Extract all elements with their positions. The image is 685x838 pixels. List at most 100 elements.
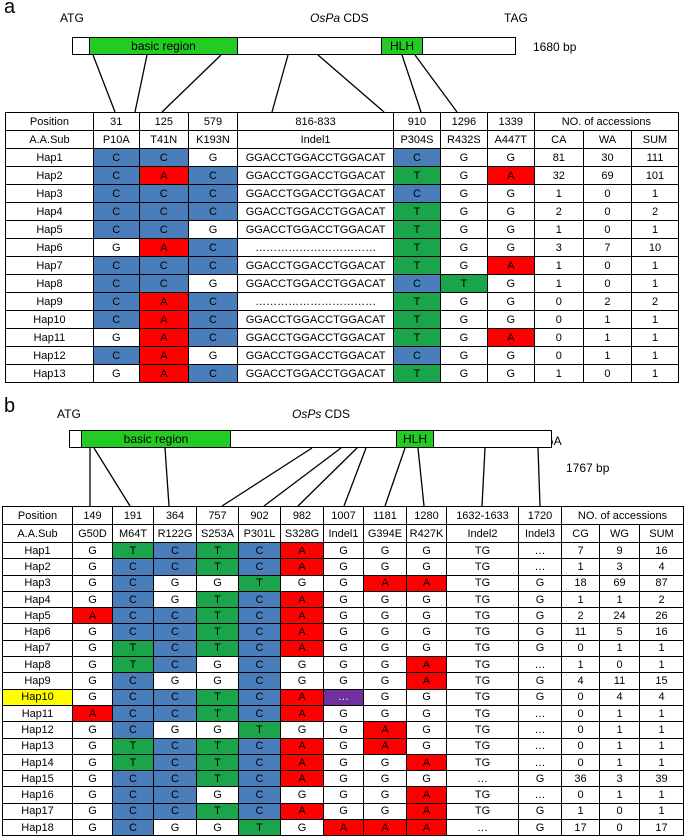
allele-cell: A [406,802,447,821]
allele-cell: C [112,819,154,837]
table-row: Hap8 C C G GGACCTGGACCTGGACAT C T G 1 0 1 [5,274,679,293]
position-cell: 1181 [363,506,407,525]
accession-count: 36 [561,770,600,788]
allele-cell: G [518,574,562,592]
allele-cell: G [323,753,364,772]
allele-cell: C [187,328,239,347]
accession-count: 1 [599,721,640,739]
allele-cell: A [486,166,535,185]
allele-cell: G [323,590,364,609]
accession-count: 1 [561,590,600,609]
haplotype-name: Hap14 [2,753,73,772]
allele-cell: C [153,558,197,576]
allele-cell: T [238,819,281,837]
accession-count: 1 [599,737,640,755]
allele-cell: C [138,184,189,203]
allele-cell: G [196,721,239,739]
allele-cell: … [518,753,562,772]
allele-cell: G [363,753,407,772]
allele-cell: G [72,819,113,837]
allele-cell: G [72,770,113,788]
table-row: Hap2 C A C GGACCTGGACCTGGACAT T G A 32 69 101 [5,166,679,185]
allele-cell: G [280,574,324,592]
position-cell: 1280 [406,506,447,525]
allele-cell: G [518,623,562,641]
accession-count: 1 [631,220,679,239]
accession-count: 87 [638,574,685,592]
allele-cell: C [153,786,197,804]
accession-count: 2 [533,202,584,221]
aa-sub-header: A.A.Sub [2,524,73,543]
accession-count: 1 [638,704,685,723]
table-row: Hap15 G C C T C A G G G… G 36 3 39 [2,770,685,788]
allele-cell: A [406,819,447,837]
gene-bar-b: basic region HLH [69,430,552,448]
table-row: Hap1 G T C T C A G G G TG… 7 9 16 [2,541,685,560]
position-cell: 191 [112,506,154,525]
allele-cell: T [393,310,441,329]
group-header: SUM [631,130,679,149]
allele-cell: G [323,623,364,641]
allele-cell: TG [446,802,519,821]
allele-cell: G [153,574,197,592]
aa-sub-cell: G394E [363,524,407,543]
table-row: Hap4 G C G T C A G G G TG G 1 1 2 [2,590,685,609]
allele-cell: G [518,607,562,625]
allele-cell: C [238,688,281,706]
accession-count: 69 [599,574,640,592]
allele-cell: TG [446,639,519,658]
allele-cell: … [518,704,562,723]
accession-count: 1 [638,753,685,772]
accession-count: 101 [631,166,679,185]
aa-sub-cell: G50D [72,524,113,543]
allele-cell: C [238,672,281,690]
allele-cell: … [518,737,562,755]
allele-cell: G [363,770,407,788]
accession-count: 39 [638,770,685,788]
allele-cell: G [72,786,113,804]
accessions-header: NO. of accessions [560,506,685,525]
allele-cell: T [112,753,154,772]
allele-cell: TG [446,753,519,772]
allele-cell: G [363,541,407,560]
allele-cell: G [518,819,562,837]
accession-count: 1 [631,364,679,383]
allele-cell: A [280,704,324,723]
allele-cell: T [196,753,239,772]
allele-cell: G [363,672,407,690]
aa-sub-cell: S253A [196,524,239,543]
allele-cell: A [280,688,324,706]
allele-cell: G [518,672,562,690]
accession-count: 1 [561,802,600,821]
accession-count: 1 [561,558,600,576]
haplotype-name: Hap9 [2,672,73,690]
allele-cell: …………………………… [237,292,395,311]
allele-cell: G [153,672,197,690]
allele-cell: G [323,704,364,723]
allele-cell: C [238,607,281,625]
accession-count: 4 [638,558,685,576]
position-cell: 902 [238,506,281,525]
haplotype-name: Hap12 [5,346,94,365]
allele-cell: G [406,721,447,739]
allele-cell: G [406,639,447,658]
allele-cell: G [72,753,113,772]
allele-cell: C [112,704,154,723]
accession-count: 0 [561,704,600,723]
allele-cell: G [323,672,364,690]
allele-cell: G [323,721,364,739]
allele-cell: TG [446,688,519,706]
accession-count: 1 [638,656,685,674]
allele-cell: G [323,656,364,674]
accession-count: 1 [638,786,685,804]
allele-cell: C [112,590,154,609]
haplotype-name: Hap18 [2,819,73,837]
allele-cell: C [112,802,154,821]
allele-cell: G [323,607,364,625]
allele-cell: G [72,590,113,609]
allele-cell: C [138,220,189,239]
allele-cell: G [406,704,447,723]
allele-cell: G [72,672,113,690]
accession-count: 11 [561,623,600,641]
